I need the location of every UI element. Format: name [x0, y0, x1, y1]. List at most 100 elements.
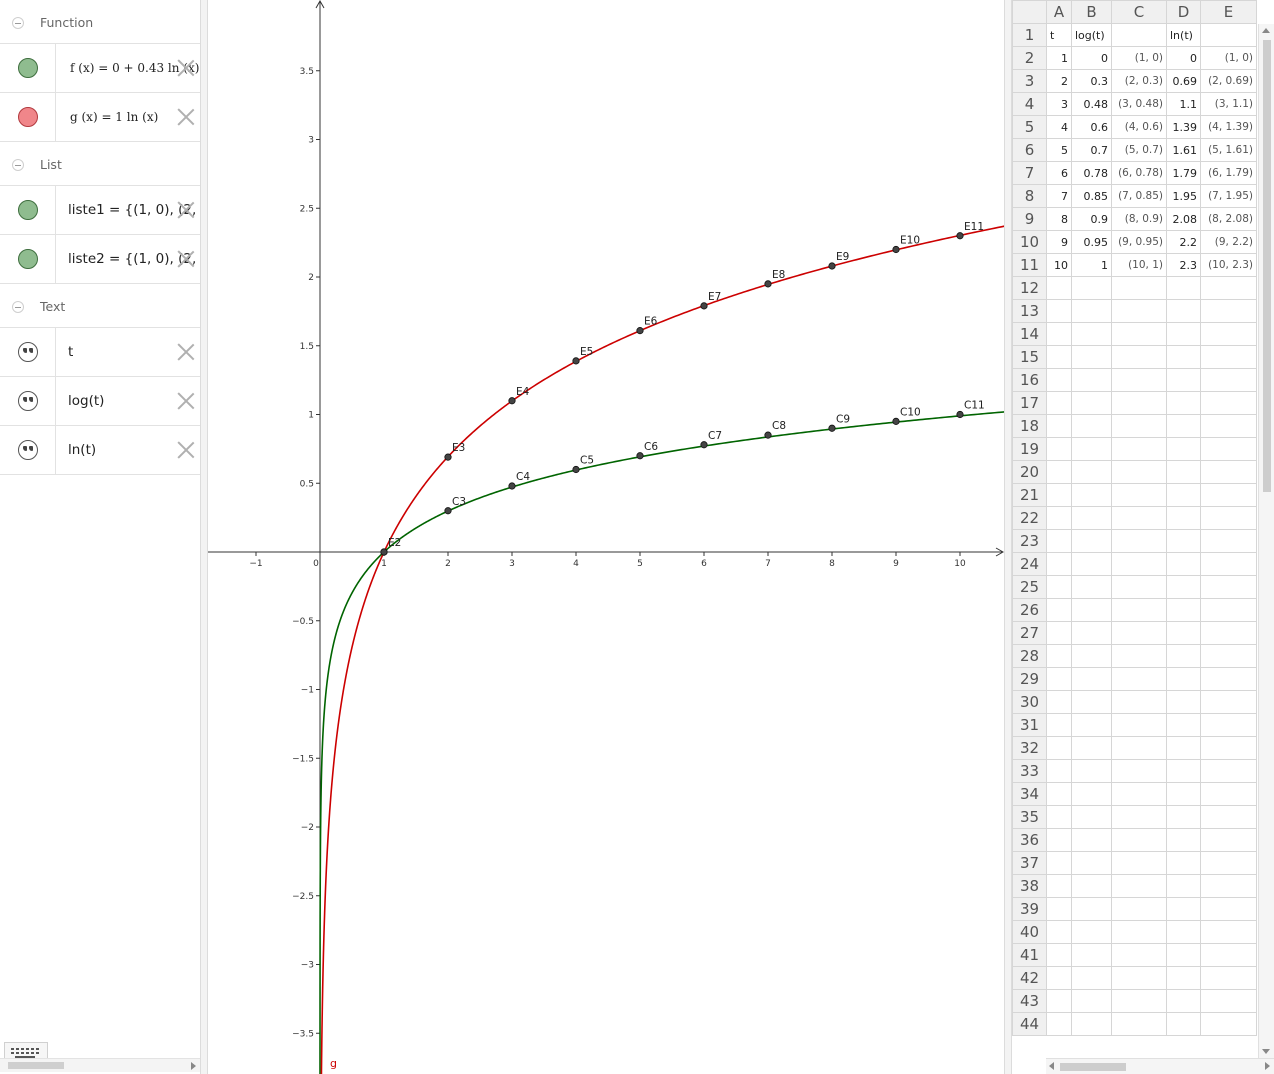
- spreadsheet-cell-b22[interactable]: [1071, 506, 1112, 530]
- row-header[interactable]: 32: [1012, 736, 1047, 760]
- point-c6[interactable]: [636, 452, 644, 460]
- algebra-item-text[interactable]: t: [68, 344, 74, 360]
- spreadsheet-cell-d36[interactable]: [1166, 828, 1201, 852]
- spreadsheet-cell-d34[interactable]: [1166, 782, 1201, 806]
- spreadsheet-cell-c17[interactable]: [1111, 391, 1167, 415]
- spreadsheet-cell-c34[interactable]: [1111, 782, 1167, 806]
- spreadsheet-cell-c16[interactable]: [1111, 368, 1167, 392]
- marble-cell[interactable]: [0, 426, 56, 474]
- spreadsheet-cell-c28[interactable]: [1111, 644, 1167, 668]
- spreadsheet-cell-d25[interactable]: [1166, 575, 1201, 599]
- spreadsheet-cell-b11[interactable]: 1: [1071, 253, 1112, 277]
- row-header[interactable]: 18: [1012, 414, 1047, 438]
- spreadsheet-cell-a36[interactable]: [1046, 828, 1072, 852]
- point-e7[interactable]: [700, 302, 708, 310]
- spreadsheet-cell-b42[interactable]: [1071, 966, 1112, 990]
- marble-cell[interactable]: [0, 93, 56, 141]
- scroll-down-arrow-icon[interactable]: [1262, 1049, 1270, 1054]
- algebra-view-divider[interactable]: [200, 0, 208, 1074]
- point-e8[interactable]: [764, 280, 772, 288]
- column-header-d[interactable]: D: [1166, 0, 1201, 24]
- spreadsheet-cell-b19[interactable]: [1071, 437, 1112, 461]
- point-c9[interactable]: [828, 424, 836, 432]
- spreadsheet-cell-e43[interactable]: [1200, 989, 1257, 1013]
- spreadsheet-cell-e16[interactable]: [1200, 368, 1257, 392]
- spreadsheet-cell-d39[interactable]: [1166, 897, 1201, 921]
- row-header[interactable]: 34: [1012, 782, 1047, 806]
- point-label[interactable]: C11: [964, 400, 985, 412]
- spreadsheet-cell-a14[interactable]: [1046, 322, 1072, 346]
- spreadsheet-cell-d12[interactable]: [1166, 276, 1201, 300]
- delete-close-icon[interactable]: [176, 58, 196, 78]
- algebra-item-text[interactable]: ln(t): [68, 442, 97, 458]
- row-header[interactable]: 7: [1012, 161, 1047, 185]
- spreadsheet-cell-d32[interactable]: [1166, 736, 1201, 760]
- delete-close-icon[interactable]: [176, 391, 196, 411]
- point-label[interactable]: E10: [900, 235, 920, 247]
- point-label[interactable]: C9: [836, 413, 850, 425]
- spreadsheet-cell-a21[interactable]: [1046, 483, 1072, 507]
- row-header[interactable]: 1: [1012, 23, 1047, 47]
- spreadsheet-cell-a10[interactable]: 9: [1046, 230, 1072, 254]
- spreadsheet-cell-a22[interactable]: [1046, 506, 1072, 530]
- scroll-right-arrow-icon[interactable]: [1265, 1062, 1270, 1070]
- row-header[interactable]: 42: [1012, 966, 1047, 990]
- spreadsheet-cell-c38[interactable]: [1111, 874, 1167, 898]
- spreadsheet-cell-d7[interactable]: 1.79: [1166, 161, 1201, 185]
- spreadsheet-cell-b33[interactable]: [1071, 759, 1112, 783]
- point-c4[interactable]: [508, 482, 516, 490]
- scrollbar-thumb[interactable]: [1060, 1063, 1126, 1071]
- spreadsheet-cell-d26[interactable]: [1166, 598, 1201, 622]
- spreadsheet-cell-b35[interactable]: [1071, 805, 1112, 829]
- spreadsheet-cell-a24[interactable]: [1046, 552, 1072, 576]
- spreadsheet-cell-e38[interactable]: [1200, 874, 1257, 898]
- spreadsheet-cell-d23[interactable]: [1166, 529, 1201, 553]
- point-e5[interactable]: [572, 357, 580, 365]
- spreadsheet-cell-e22[interactable]: [1200, 506, 1257, 530]
- spreadsheet-cell-d10[interactable]: 2.2: [1166, 230, 1201, 254]
- spreadsheet-cell-e33[interactable]: [1200, 759, 1257, 783]
- spreadsheet-cell-e44[interactable]: [1200, 1012, 1257, 1036]
- spreadsheet-cell-e20[interactable]: [1200, 460, 1257, 484]
- spreadsheet-cell-b23[interactable]: [1071, 529, 1112, 553]
- row-header[interactable]: 28: [1012, 644, 1047, 668]
- spreadsheet-cell-b14[interactable]: [1071, 322, 1112, 346]
- algebra-item-text[interactable]: liste1 = {(1, 0), (2, 0.3: [68, 202, 200, 218]
- curve-f[interactable]: [319, 411, 1004, 1074]
- row-header[interactable]: 3: [1012, 69, 1047, 93]
- row-header[interactable]: 14: [1012, 322, 1047, 346]
- spreadsheet-cell-a32[interactable]: [1046, 736, 1072, 760]
- spreadsheet-cell-e32[interactable]: [1200, 736, 1257, 760]
- spreadsheet-cell-a29[interactable]: [1046, 667, 1072, 691]
- spreadsheet-cell-b17[interactable]: [1071, 391, 1112, 415]
- row-header[interactable]: 35: [1012, 805, 1047, 829]
- row-header[interactable]: 27: [1012, 621, 1047, 645]
- spreadsheet-cell-b41[interactable]: [1071, 943, 1112, 967]
- spreadsheet-cell-e31[interactable]: [1200, 713, 1257, 737]
- spreadsheet-cell-a9[interactable]: 8: [1046, 207, 1072, 231]
- spreadsheet-cell-c2[interactable]: (1, 0): [1111, 46, 1167, 70]
- spreadsheet-cell-a3[interactable]: 2: [1046, 69, 1072, 93]
- spreadsheet-cell-b40[interactable]: [1071, 920, 1112, 944]
- point-label[interactable]: C7: [708, 430, 722, 442]
- spreadsheet-cell-d18[interactable]: [1166, 414, 1201, 438]
- spreadsheet-cell-c31[interactable]: [1111, 713, 1167, 737]
- row-header[interactable]: 41: [1012, 943, 1047, 967]
- spreadsheet-cell-a23[interactable]: [1046, 529, 1072, 553]
- marble-cell[interactable]: [0, 186, 56, 234]
- spreadsheet-cell-c11[interactable]: (10, 1): [1111, 253, 1167, 277]
- spreadsheet-cell-d37[interactable]: [1166, 851, 1201, 875]
- row-header[interactable]: 38: [1012, 874, 1047, 898]
- spreadsheet-cell-d2[interactable]: 0: [1166, 46, 1201, 70]
- spreadsheet-cell-c44[interactable]: [1111, 1012, 1167, 1036]
- spreadsheet-cell-e26[interactable]: [1200, 598, 1257, 622]
- spreadsheet-cell-c24[interactable]: [1111, 552, 1167, 576]
- algebra-item-text-log[interactable]: log(t): [0, 377, 200, 426]
- row-header[interactable]: 39: [1012, 897, 1047, 921]
- spreadsheet-cell-c37[interactable]: [1111, 851, 1167, 875]
- spreadsheet-cell-c30[interactable]: [1111, 690, 1167, 714]
- spreadsheet-cell-d44[interactable]: [1166, 1012, 1201, 1036]
- spreadsheet-cell-e28[interactable]: [1200, 644, 1257, 668]
- algebra-item-liste1[interactable]: liste1 = {(1, 0), (2, 0.3: [0, 186, 200, 235]
- row-header[interactable]: 10: [1012, 230, 1047, 254]
